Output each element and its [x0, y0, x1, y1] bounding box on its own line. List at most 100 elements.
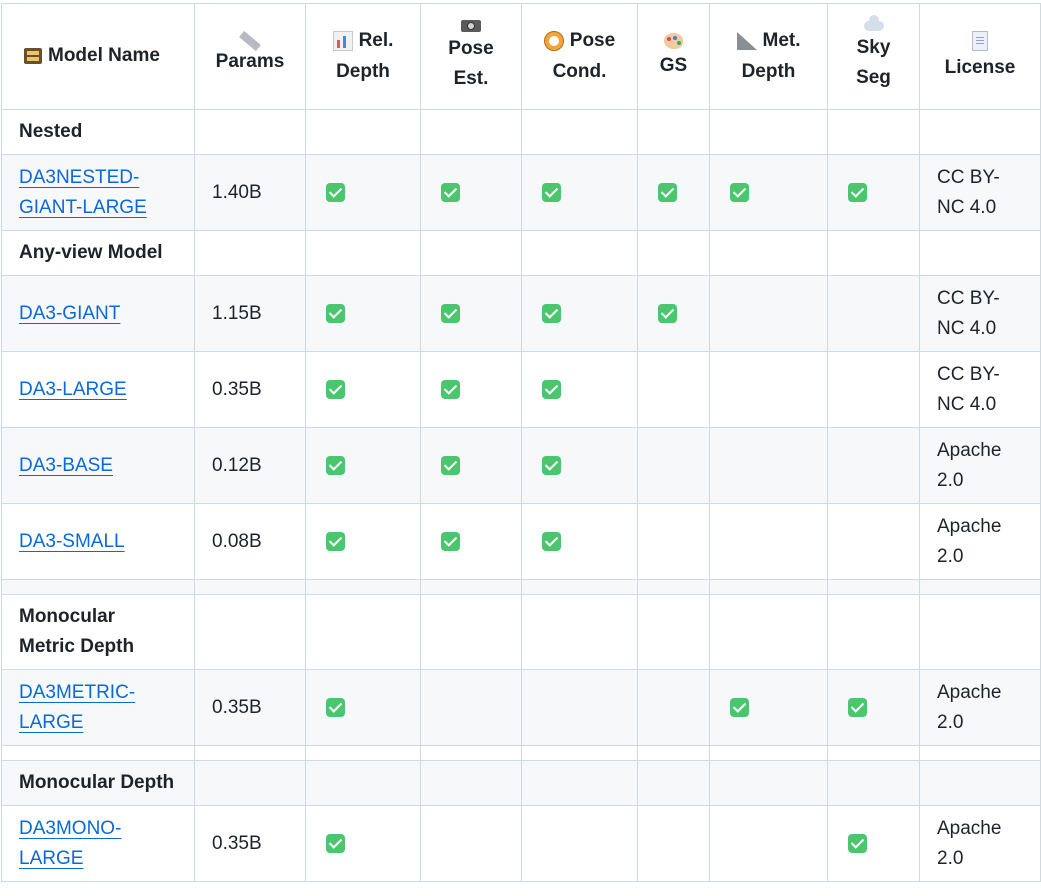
model-link-da3mono-large[interactable]: DA3MONO- LARGE [19, 817, 122, 869]
license-cell: Apache 2.0 [919, 427, 1041, 504]
pose-est-cell [420, 427, 522, 504]
section-row-monocular-metric-depth: Monocular Metric Depth [1, 594, 1041, 670]
model-link-da3-base[interactable]: DA3-BASE [19, 454, 113, 476]
met-depth-cell [709, 503, 828, 580]
model-link-da3-large[interactable]: DA3-LARGE [19, 378, 127, 400]
section-row-any-view: Any-view Model [1, 230, 1041, 276]
palette-icon [664, 32, 683, 49]
pose-est-cell [420, 503, 522, 580]
check-mark-icon [326, 182, 345, 202]
table-row: DA3-GIANT 1.15B CC BY- NC 4.0 [1, 275, 1041, 352]
model-name-cell: DA3-GIANT [1, 275, 195, 352]
met-depth-cell [709, 669, 828, 746]
triangular-ruler-icon [736, 32, 757, 51]
met-depth-cell [709, 275, 828, 352]
check-mark-icon [542, 182, 561, 202]
met-depth-cell [709, 427, 828, 504]
check-mark-icon [658, 182, 677, 202]
page-icon [972, 30, 988, 51]
model-link-da3metric-large[interactable]: DA3METRIC- LARGE [19, 681, 136, 733]
params-cell: 1.15B [194, 275, 306, 352]
check-mark-icon [542, 531, 561, 551]
table-row: DA3MONO- LARGE 0.35B Apache 2.0 [1, 805, 1041, 882]
pose-cond-cell [521, 275, 638, 352]
params-cell: 0.12B [194, 427, 306, 504]
pose-cond-cell [521, 351, 638, 428]
check-mark-icon [542, 379, 561, 399]
gs-cell [637, 154, 710, 231]
straight-ruler-icon [239, 30, 261, 51]
header-gs: GS [637, 3, 710, 110]
check-mark-icon [848, 182, 867, 202]
rel-depth-cell [305, 275, 421, 352]
license-cell: Apache 2.0 [919, 805, 1041, 882]
model-link-da3-giant[interactable]: DA3-GIANT [19, 302, 121, 324]
model-name-cell: DA3METRIC- LARGE [1, 669, 195, 746]
met-depth-cell [709, 805, 828, 882]
check-mark-icon [441, 303, 460, 323]
model-comparison-table: Model Name Params Rel. Depth Pose Est. P… [1, 3, 1041, 882]
check-mark-icon [441, 531, 460, 551]
check-mark-icon [326, 455, 345, 475]
params-cell: 0.35B [194, 805, 306, 882]
rel-depth-cell [305, 503, 421, 580]
model-name-cell: DA3MONO- LARGE [1, 805, 195, 882]
header-model-name: Model Name [1, 3, 195, 110]
header-pose-est: Pose Est. [420, 3, 522, 110]
section-label: Monocular Depth [1, 760, 195, 806]
check-mark-icon [326, 697, 345, 717]
table-row: DA3-SMALL 0.08B Apache 2.0 [1, 503, 1041, 580]
params-cell: 0.08B [194, 503, 306, 580]
met-depth-cell [709, 351, 828, 428]
table-row: DA3NESTED- GIANT-LARGE 1.40B CC BY- NC 4.0 [1, 154, 1041, 231]
bar-chart-icon [332, 31, 353, 52]
header-sky-seg: Sky Seg [827, 3, 920, 110]
met-depth-cell [709, 154, 828, 231]
license-cell: Apache 2.0 [919, 669, 1041, 746]
gs-cell [637, 503, 710, 580]
pose-est-cell [420, 669, 522, 746]
sky-seg-cell [827, 503, 920, 580]
params-cell: 0.35B [194, 351, 306, 428]
gs-cell [637, 351, 710, 428]
model-name-cell: DA3-LARGE [1, 351, 195, 428]
sky-seg-cell [827, 154, 920, 231]
sky-seg-cell [827, 805, 920, 882]
check-mark-icon [848, 833, 867, 853]
model-name-cell: DA3-BASE [1, 427, 195, 504]
gs-cell [637, 805, 710, 882]
spacer-row [1, 745, 1041, 761]
model-link-da3-small[interactable]: DA3-SMALL [19, 530, 125, 552]
gs-cell [637, 275, 710, 352]
gs-cell [637, 427, 710, 504]
check-mark-icon [326, 379, 345, 399]
check-mark-icon [441, 379, 460, 399]
params-cell: 0.35B [194, 669, 306, 746]
check-mark-icon [326, 531, 345, 551]
sky-seg-cell [827, 351, 920, 428]
section-row-monocular-depth: Monocular Depth [1, 760, 1041, 806]
check-mark-icon [730, 182, 749, 202]
check-mark-icon [441, 182, 460, 202]
pose-cond-cell [521, 805, 638, 882]
header-pose-cond: Pose Cond. [521, 3, 638, 110]
pose-cond-cell [521, 503, 638, 580]
pose-est-cell [420, 805, 522, 882]
header-params: Params [194, 3, 306, 110]
rel-depth-cell [305, 427, 421, 504]
license-cell: Apache 2.0 [919, 503, 1041, 580]
pose-est-cell [420, 275, 522, 352]
header-row: Model Name Params Rel. Depth Pose Est. P… [1, 3, 1041, 110]
sky-seg-cell [827, 427, 920, 504]
section-label: Nested [1, 109, 195, 155]
model-link-da3nested-giant-large[interactable]: DA3NESTED- GIANT-LARGE [19, 166, 147, 218]
rel-depth-cell [305, 154, 421, 231]
table-row: DA3-LARGE 0.35B CC BY- NC 4.0 [1, 351, 1041, 428]
check-mark-icon [658, 303, 677, 323]
pose-cond-cell [521, 154, 638, 231]
rel-depth-cell [305, 669, 421, 746]
camera-icon [461, 19, 481, 32]
section-label: Monocular Metric Depth [1, 594, 195, 670]
compass-icon [543, 31, 564, 52]
pose-est-cell [420, 351, 522, 428]
